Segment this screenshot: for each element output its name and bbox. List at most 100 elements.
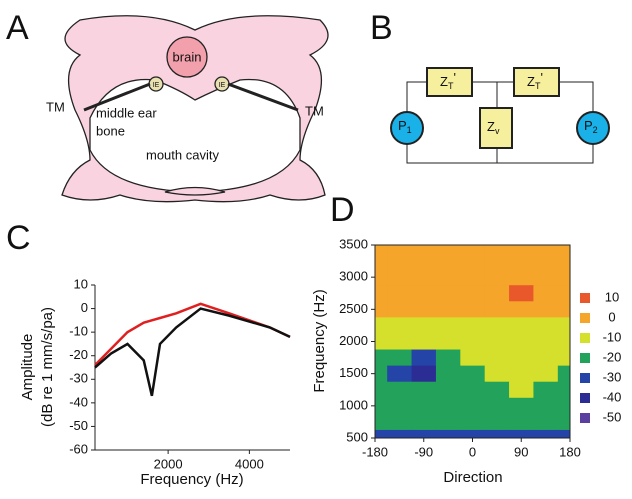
legend-swatch bbox=[580, 393, 590, 403]
contour-cell bbox=[435, 317, 461, 334]
contour-cell bbox=[509, 429, 534, 438]
y-tick-label: 2500 bbox=[339, 301, 368, 316]
contour-cell bbox=[460, 269, 486, 286]
contour-cell bbox=[484, 245, 510, 254]
impedance-label: Zv bbox=[487, 119, 500, 136]
axis-line bbox=[94, 285, 290, 451]
contour-cell bbox=[533, 269, 559, 286]
contour-field bbox=[375, 245, 570, 438]
contour-cell bbox=[533, 285, 559, 302]
contour-cell bbox=[509, 245, 534, 254]
contour-cell bbox=[484, 429, 510, 438]
y-tick-label: 1500 bbox=[339, 365, 368, 380]
contour-cell bbox=[460, 349, 486, 367]
contour-cell bbox=[533, 381, 559, 399]
contour-cell bbox=[375, 413, 388, 431]
y-tick-label: -20 bbox=[69, 347, 88, 362]
contour-cell bbox=[435, 397, 461, 415]
legend-label: -40 bbox=[603, 389, 622, 404]
y-axis-label: Amplitude bbox=[19, 334, 36, 401]
contour-cell bbox=[411, 413, 437, 431]
series-line bbox=[94, 307, 291, 397]
contour-cell bbox=[509, 269, 534, 286]
contour-cell bbox=[411, 397, 437, 415]
contour-cell bbox=[533, 349, 559, 367]
contour-cell bbox=[435, 301, 461, 318]
y-axis-label: (dB re 1 mm/s/pa) bbox=[39, 307, 56, 427]
contour-cell bbox=[375, 349, 388, 367]
contour-cell bbox=[484, 285, 510, 302]
contour-cell bbox=[375, 285, 388, 302]
contour-cell bbox=[484, 365, 510, 383]
y-tick-label: 3000 bbox=[339, 269, 368, 284]
contour-cell bbox=[435, 269, 461, 286]
legend-swatch bbox=[580, 293, 590, 303]
contour-cell bbox=[460, 301, 486, 318]
contour-cell bbox=[509, 301, 534, 318]
contour-cell bbox=[411, 285, 437, 302]
contour-cell bbox=[411, 381, 437, 399]
contour-cell bbox=[557, 333, 570, 351]
legend-label: 0 bbox=[608, 309, 615, 324]
y-tick-label: 10 bbox=[74, 276, 88, 291]
contour-cell bbox=[435, 349, 461, 367]
impedance-label: ZT' bbox=[527, 70, 543, 91]
y-tick-label: 3500 bbox=[339, 236, 368, 251]
contour-cell bbox=[375, 253, 388, 270]
x-axis-label: Frequency (Hz) bbox=[140, 471, 243, 488]
contour-cell bbox=[387, 429, 413, 438]
contour-cell bbox=[375, 381, 388, 399]
contour-cell bbox=[435, 253, 461, 270]
y-tick-label: -50 bbox=[69, 418, 88, 433]
legend-swatch bbox=[580, 373, 590, 383]
label: IE bbox=[219, 82, 226, 89]
contour-cell bbox=[533, 413, 559, 431]
y-tick-label: 0 bbox=[81, 300, 88, 315]
contour-cell bbox=[387, 253, 413, 270]
contour-cell bbox=[411, 365, 437, 383]
contour-cell bbox=[533, 317, 559, 334]
contour-cell bbox=[557, 253, 570, 270]
contour-cell bbox=[375, 429, 388, 438]
x-tick-label: 90 bbox=[514, 444, 528, 459]
contour-cell bbox=[557, 317, 570, 334]
contour-cell bbox=[509, 285, 534, 302]
contour-cell bbox=[375, 365, 388, 383]
series-line bbox=[94, 302, 291, 367]
x-tick-label: -180 bbox=[362, 444, 388, 459]
contour-cell bbox=[533, 245, 559, 254]
contour-cell bbox=[557, 285, 570, 302]
y-tick-label: -30 bbox=[69, 371, 88, 386]
label: mouth cavity bbox=[146, 147, 219, 162]
contour-cell bbox=[557, 397, 570, 415]
contour-cell bbox=[435, 429, 461, 438]
contour-cell bbox=[460, 245, 486, 254]
contour-cell bbox=[411, 333, 437, 351]
contour-cell bbox=[411, 245, 437, 254]
label: TM bbox=[305, 103, 324, 118]
contour-cell bbox=[509, 317, 534, 334]
contour-cell bbox=[460, 285, 486, 302]
contour-cell bbox=[411, 301, 437, 318]
pressure-label: P2 bbox=[584, 118, 598, 135]
x-axis-label: Direction bbox=[443, 469, 502, 486]
label: bone bbox=[96, 123, 125, 138]
contour-cell bbox=[387, 317, 413, 334]
contour-cell bbox=[411, 349, 437, 367]
contour-cell bbox=[435, 333, 461, 351]
x-tick-label: -90 bbox=[414, 444, 433, 459]
contour-cell bbox=[387, 365, 413, 383]
contour-cell bbox=[509, 349, 534, 367]
contour-cell bbox=[484, 317, 510, 334]
contour-cell bbox=[460, 253, 486, 270]
contour-cell bbox=[484, 397, 510, 415]
contour-cell bbox=[533, 429, 559, 438]
legend-swatch bbox=[580, 413, 590, 423]
label: middle ear bbox=[96, 105, 157, 120]
y-tick-label: -60 bbox=[69, 441, 88, 456]
x-tick-label: 4000 bbox=[235, 456, 264, 471]
contour-cell bbox=[460, 333, 486, 351]
y-tick-label: 500 bbox=[346, 429, 368, 444]
contour-cell bbox=[557, 349, 570, 367]
